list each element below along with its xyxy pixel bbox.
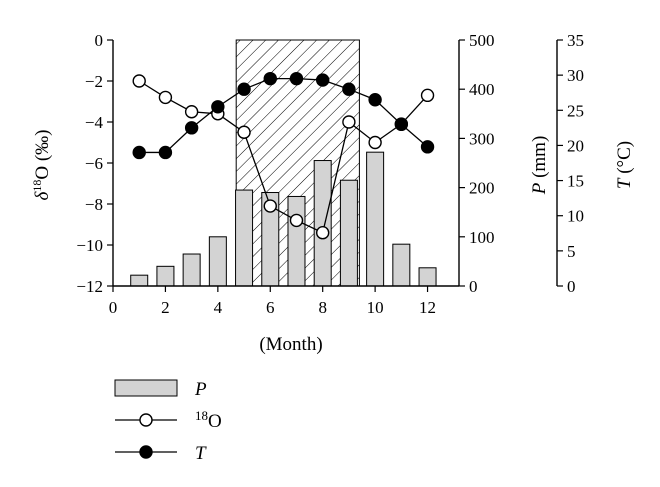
temp-point-12 xyxy=(420,140,435,154)
bar-month-9 xyxy=(339,179,358,287)
o18-point-7 xyxy=(289,213,304,228)
right1-tick-label: 400 xyxy=(469,80,495,99)
temp-point-8 xyxy=(315,73,330,87)
x-tick-label: 12 xyxy=(419,298,436,317)
bar-month-7 xyxy=(287,195,306,287)
legend-marker xyxy=(139,445,153,459)
left-tick-label: −6 xyxy=(85,154,103,173)
right2-axis-label: T (°C) xyxy=(614,141,635,189)
right2-tick-label: 35 xyxy=(567,31,584,50)
right1-tick-label: 0 xyxy=(469,277,478,296)
right1-tick-label: 500 xyxy=(469,31,495,50)
left-tick-label: −4 xyxy=(85,113,104,132)
x-tick-label: 8 xyxy=(318,298,327,317)
o18-point-3 xyxy=(184,105,199,119)
left-tick-label: −8 xyxy=(85,195,103,214)
right1-tick-label: 300 xyxy=(469,129,495,148)
right1-tick-label: 200 xyxy=(469,179,495,198)
temp-point-11 xyxy=(394,117,409,132)
temp-point-7 xyxy=(289,71,304,86)
o18-point-10 xyxy=(368,135,382,150)
o18-point-1 xyxy=(132,74,146,88)
right2-tick-label: 15 xyxy=(567,172,584,191)
right2-tick-label: 10 xyxy=(567,207,584,226)
bar-month-1 xyxy=(130,274,149,287)
temp-point-2 xyxy=(158,145,173,160)
legend-label: T xyxy=(195,443,207,464)
o18-point-2 xyxy=(158,90,173,105)
temp-point-4 xyxy=(211,100,225,114)
legend-label: P xyxy=(194,379,207,400)
x-tick-label: 2 xyxy=(161,298,170,317)
bar-month-11 xyxy=(392,243,411,287)
right2-tick-label: 0 xyxy=(567,277,576,296)
o18-point-12 xyxy=(420,88,435,103)
o18-point-9 xyxy=(342,115,356,129)
x-tick-label: 0 xyxy=(109,298,118,317)
bar-month-8 xyxy=(313,160,332,287)
right1-axis-label: P (mm) xyxy=(529,136,550,196)
left-tick-label: −2 xyxy=(85,72,103,91)
right2-tick-label: 30 xyxy=(567,66,584,85)
temp-point-3 xyxy=(184,121,199,135)
bar-month-5 xyxy=(235,189,254,287)
temp-point-10 xyxy=(368,93,382,107)
legend-marker xyxy=(139,413,153,427)
temp-point-5 xyxy=(237,82,251,96)
bar-month-3 xyxy=(182,253,201,287)
x-tick-label: 10 xyxy=(367,298,384,317)
x-axis-label: (Month) xyxy=(259,334,322,355)
temp-point-1 xyxy=(132,145,146,160)
left-axis-label: δ18O (‰) xyxy=(30,130,53,201)
right2-tick-label: 20 xyxy=(567,136,584,155)
left-tick-label: −12 xyxy=(76,277,103,296)
o18-point-5 xyxy=(237,125,251,139)
left-tick-label: −10 xyxy=(76,236,103,255)
o18-point-6 xyxy=(263,199,277,213)
legend-swatch-P xyxy=(114,379,178,397)
right1-tick-label: 100 xyxy=(469,228,495,247)
o18-point-8 xyxy=(315,225,330,240)
left-tick-label: 0 xyxy=(95,31,104,50)
bar-month-2 xyxy=(156,265,175,287)
x-tick-label: 4 xyxy=(214,298,223,317)
temp-point-9 xyxy=(342,82,356,96)
bar-month-10 xyxy=(366,151,385,287)
legend-label: 18O xyxy=(195,408,222,433)
x-tick-label: 6 xyxy=(266,298,275,317)
right2-tick-label: 5 xyxy=(567,242,576,261)
bar-month-4 xyxy=(208,236,227,287)
right2-tick-label: 25 xyxy=(567,101,584,120)
bar-month-12 xyxy=(418,267,437,287)
temp-point-6 xyxy=(263,71,277,86)
